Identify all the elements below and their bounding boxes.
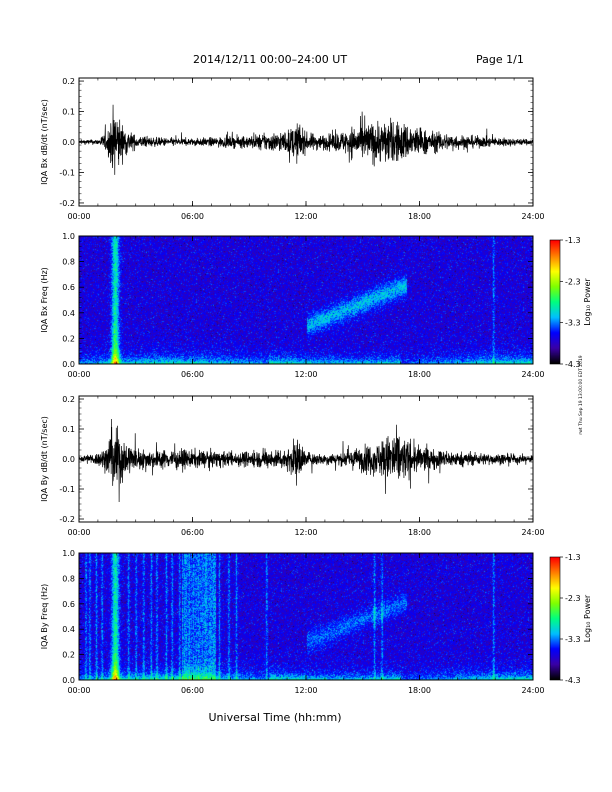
colorbar-gradient <box>550 240 560 364</box>
colorbar-tick-label: -4.3 <box>565 676 581 685</box>
x-tick-label: 18:00 <box>408 686 431 695</box>
colorbar-tick-label: -1.3 <box>565 236 581 245</box>
colorbar-tick-label: -2.3 <box>565 594 581 603</box>
x-tick-label: 18:00 <box>408 370 431 379</box>
y-tick-label: 1.0 <box>62 232 75 241</box>
y-tick-label: 0.8 <box>62 574 75 583</box>
colorbar-tick-label: -1.3 <box>565 553 581 562</box>
colorbar-tick-label: -4.3 <box>565 360 581 369</box>
colorbar-tick-label: -3.3 <box>565 635 581 644</box>
y-tick-label: 0.0 <box>62 676 75 685</box>
x-tick-label: 06:00 <box>181 686 204 695</box>
x-tick-label: 06:00 <box>181 212 204 221</box>
x-tick-label: 12:00 <box>294 528 317 537</box>
y-tick-label: 0.1 <box>62 108 75 117</box>
spectrogram-image <box>79 553 533 680</box>
y-tick-label: 0.0 <box>62 455 75 464</box>
colorbar-frame <box>549 556 561 681</box>
colorbar-tick-label: -3.3 <box>565 319 581 328</box>
x-axis-title: Universal Time (hh:mm) <box>209 711 342 724</box>
page-title: 2014/12/11 00:00–24:00 UT <box>193 53 348 66</box>
y-tick-label: 1.0 <box>62 549 75 558</box>
page-number: Page 1/1 <box>476 53 524 66</box>
waveform-trace <box>78 104 534 175</box>
x-tick-label: 00:00 <box>67 528 90 537</box>
x-tick-label: 06:00 <box>181 528 204 537</box>
y-tick-label: 0.0 <box>62 138 75 147</box>
side-stamp: rwt Thu Sep 19 13:00:00 EDT 2019 <box>578 355 584 434</box>
x-tick-label: 12:00 <box>294 686 317 695</box>
colorbar-tick-label: -2.3 <box>565 277 581 286</box>
x-tick-label: 24:00 <box>521 370 544 379</box>
y-tick-label: -0.2 <box>59 515 75 524</box>
y-tick-label: 0.8 <box>62 258 75 267</box>
x-tick-label: 12:00 <box>294 370 317 379</box>
colorbar-frame <box>549 239 561 365</box>
x-tick-label: 24:00 <box>521 212 544 221</box>
y-tick-label: 0.0 <box>62 360 75 369</box>
y-tick-label: 0.6 <box>62 600 75 609</box>
y-tick-label: -0.1 <box>59 485 75 494</box>
y-tick-label: 0.4 <box>62 625 75 634</box>
x-tick-label: 18:00 <box>408 528 431 537</box>
colorbar-label: Log₁₀ Power <box>583 278 592 326</box>
x-tick-label: 24:00 <box>521 686 544 695</box>
y-tick-label: -0.1 <box>59 168 75 177</box>
x-tick-label: 00:00 <box>67 686 90 695</box>
y-tick-label: 0.1 <box>62 425 75 434</box>
x-tick-label: 12:00 <box>294 212 317 221</box>
x-tick-label: 00:00 <box>67 370 90 379</box>
x-tick-label: 18:00 <box>408 212 431 221</box>
y-tick-label: 0.2 <box>62 77 75 86</box>
y-tick-label: -0.2 <box>59 199 75 208</box>
y-tick-label: 0.2 <box>62 651 75 660</box>
y-axis-label: IQA Bx dB/dt (nT/sec) <box>40 99 49 185</box>
waveform-trace <box>78 418 534 502</box>
x-tick-label: 24:00 <box>521 528 544 537</box>
y-axis-label: IQA By dB/dt (nT/sec) <box>40 416 49 502</box>
y-tick-label: 0.2 <box>62 334 75 343</box>
spectrogram-image <box>79 236 533 364</box>
y-tick-label: 0.4 <box>62 309 75 318</box>
y-axis-label: IQA Bx Freq (Hz) <box>40 267 49 333</box>
x-tick-label: 00:00 <box>67 212 90 221</box>
y-axis-label: IQA By Freq (Hz) <box>40 584 49 650</box>
colorbar-label: Log₁₀ Power <box>583 594 592 642</box>
y-tick-label: 0.2 <box>62 395 75 404</box>
colorbar-gradient <box>550 557 560 680</box>
x-tick-label: 06:00 <box>181 370 204 379</box>
y-tick-label: 0.6 <box>62 283 75 292</box>
